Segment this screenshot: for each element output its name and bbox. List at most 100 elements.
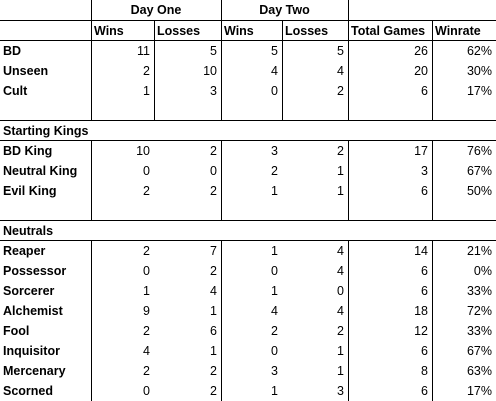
cell-winrate: 21% (466, 244, 492, 258)
row-label: Neutral King (3, 164, 78, 178)
row-label: Mercenary (3, 364, 66, 378)
cell-day1-wins: 2 (143, 244, 150, 258)
cell-total-games: 6 (421, 184, 428, 198)
col-border (91, 241, 92, 401)
cell-total-games: 8 (421, 364, 428, 378)
cell-day2-wins: 1 (271, 244, 278, 258)
col-border (348, 0, 349, 121)
cell-total-games: 17 (414, 144, 428, 158)
col-day2-wins: Wins (224, 24, 254, 38)
cell-day2-losses: 2 (337, 84, 344, 98)
cell-total-games: 12 (414, 324, 428, 338)
cell-day2-losses: 1 (337, 364, 344, 378)
cell-day2-losses: 5 (337, 44, 344, 58)
border-below-column-header (0, 40, 496, 41)
cell-day2-wins: 2 (271, 324, 278, 338)
section-header-row: Neutrals (0, 221, 496, 241)
col-border (221, 241, 222, 401)
cell-total-games: 26 (414, 44, 428, 58)
cell-winrate: 17% (466, 84, 492, 98)
table-row: BD King 10 2 3 2 17 76% (0, 141, 496, 161)
cell-day2-losses: 3 (337, 384, 344, 398)
cell-winrate: 30% (466, 64, 492, 78)
row-label: Sorcerer (3, 284, 55, 298)
cell-day1-losses: 6 (210, 324, 217, 338)
cell-day1-losses: 4 (210, 284, 217, 298)
group-day-one: Day One (130, 3, 182, 17)
cell-winrate: 50% (466, 184, 492, 198)
cell-day1-wins: 9 (143, 304, 150, 318)
cell-winrate: 67% (466, 164, 492, 178)
col-total-games: Total Games (351, 24, 426, 38)
cell-total-games: 20 (414, 64, 428, 78)
cell-winrate: 62% (466, 44, 492, 58)
table-row: Inquisitor 4 1 0 1 6 67% (0, 341, 496, 361)
cell-day1-losses: 5 (210, 44, 217, 58)
cell-total-games: 18 (414, 304, 428, 318)
cell-day1-losses: 2 (210, 264, 217, 278)
cell-winrate: 76% (466, 144, 492, 158)
border-below-group-header (0, 20, 496, 21)
table-row: Alchemist 9 1 4 4 18 72% (0, 301, 496, 321)
cell-day1-wins: 4 (143, 344, 150, 358)
cell-day1-losses: 2 (210, 144, 217, 158)
cell-day2-losses: 4 (337, 304, 344, 318)
row-label: Reaper (3, 244, 46, 258)
cell-day1-wins: 0 (143, 264, 150, 278)
cell-total-games: 14 (414, 244, 428, 258)
col-border (154, 21, 155, 121)
group-day-two: Day Two (259, 3, 310, 17)
cell-winrate: 72% (466, 304, 492, 318)
cell-day2-losses: 1 (337, 344, 344, 358)
cell-day1-losses: 7 (210, 244, 217, 258)
row-label: Fool (3, 324, 30, 338)
cell-winrate: 63% (466, 364, 492, 378)
col-border (348, 141, 349, 221)
table-row: Evil King 2 2 1 1 6 50% (0, 181, 496, 201)
col-day2-losses: Losses (285, 24, 329, 38)
cell-winrate: 0% (473, 264, 492, 278)
cell-day1-losses: 3 (210, 84, 217, 98)
cell-day2-losses: 2 (337, 144, 344, 158)
cell-day2-wins: 0 (271, 344, 278, 358)
cell-total-games: 6 (421, 344, 428, 358)
cell-day1-losses: 2 (210, 184, 217, 198)
table-row: Neutral King 0 0 2 1 3 67% (0, 161, 496, 181)
cell-day2-wins: 1 (271, 184, 278, 198)
cell-day2-wins: 4 (271, 304, 278, 318)
table-row: Sorcerer 1 4 1 0 6 33% (0, 281, 496, 301)
cell-total-games: 6 (421, 264, 428, 278)
row-label: BD (3, 44, 22, 58)
group-header-row: Day One Day Two (0, 0, 496, 20)
section-header-row: Starting Kings (0, 121, 496, 141)
cell-day2-wins: 2 (271, 164, 278, 178)
cell-day1-wins: 2 (143, 364, 150, 378)
cell-day2-wins: 5 (271, 44, 278, 58)
cell-total-games: 3 (421, 164, 428, 178)
cell-day2-losses: 0 (337, 284, 344, 298)
row-label: Inquisitor (3, 344, 60, 358)
col-border (432, 141, 433, 221)
table-row: BD 11 5 5 5 26 62% (0, 41, 496, 61)
cell-winrate: 33% (466, 324, 492, 338)
col-border (91, 141, 92, 221)
cell-day2-wins: 1 (271, 384, 278, 398)
cell-day2-losses: 4 (337, 64, 344, 78)
cell-day1-wins: 0 (143, 164, 150, 178)
cell-total-games: 6 (421, 84, 428, 98)
cell-day2-wins: 0 (271, 264, 278, 278)
cell-total-games: 6 (421, 384, 428, 398)
border-below-kings-title (0, 140, 496, 141)
cell-day2-losses: 4 (337, 264, 344, 278)
cell-day2-wins: 4 (271, 64, 278, 78)
cell-day1-wins: 2 (143, 184, 150, 198)
cell-day1-losses: 10 (203, 64, 217, 78)
row-label: Scorned (3, 384, 54, 398)
cell-day1-wins: 1 (143, 84, 150, 98)
border-above-neutrals-section (0, 220, 496, 221)
table-row: Reaper 2 7 1 4 14 21% (0, 241, 496, 261)
table-row: Scorned 0 2 1 3 6 17% (0, 381, 496, 401)
cell-day2-wins: 3 (271, 144, 278, 158)
cell-winrate: 17% (466, 384, 492, 398)
